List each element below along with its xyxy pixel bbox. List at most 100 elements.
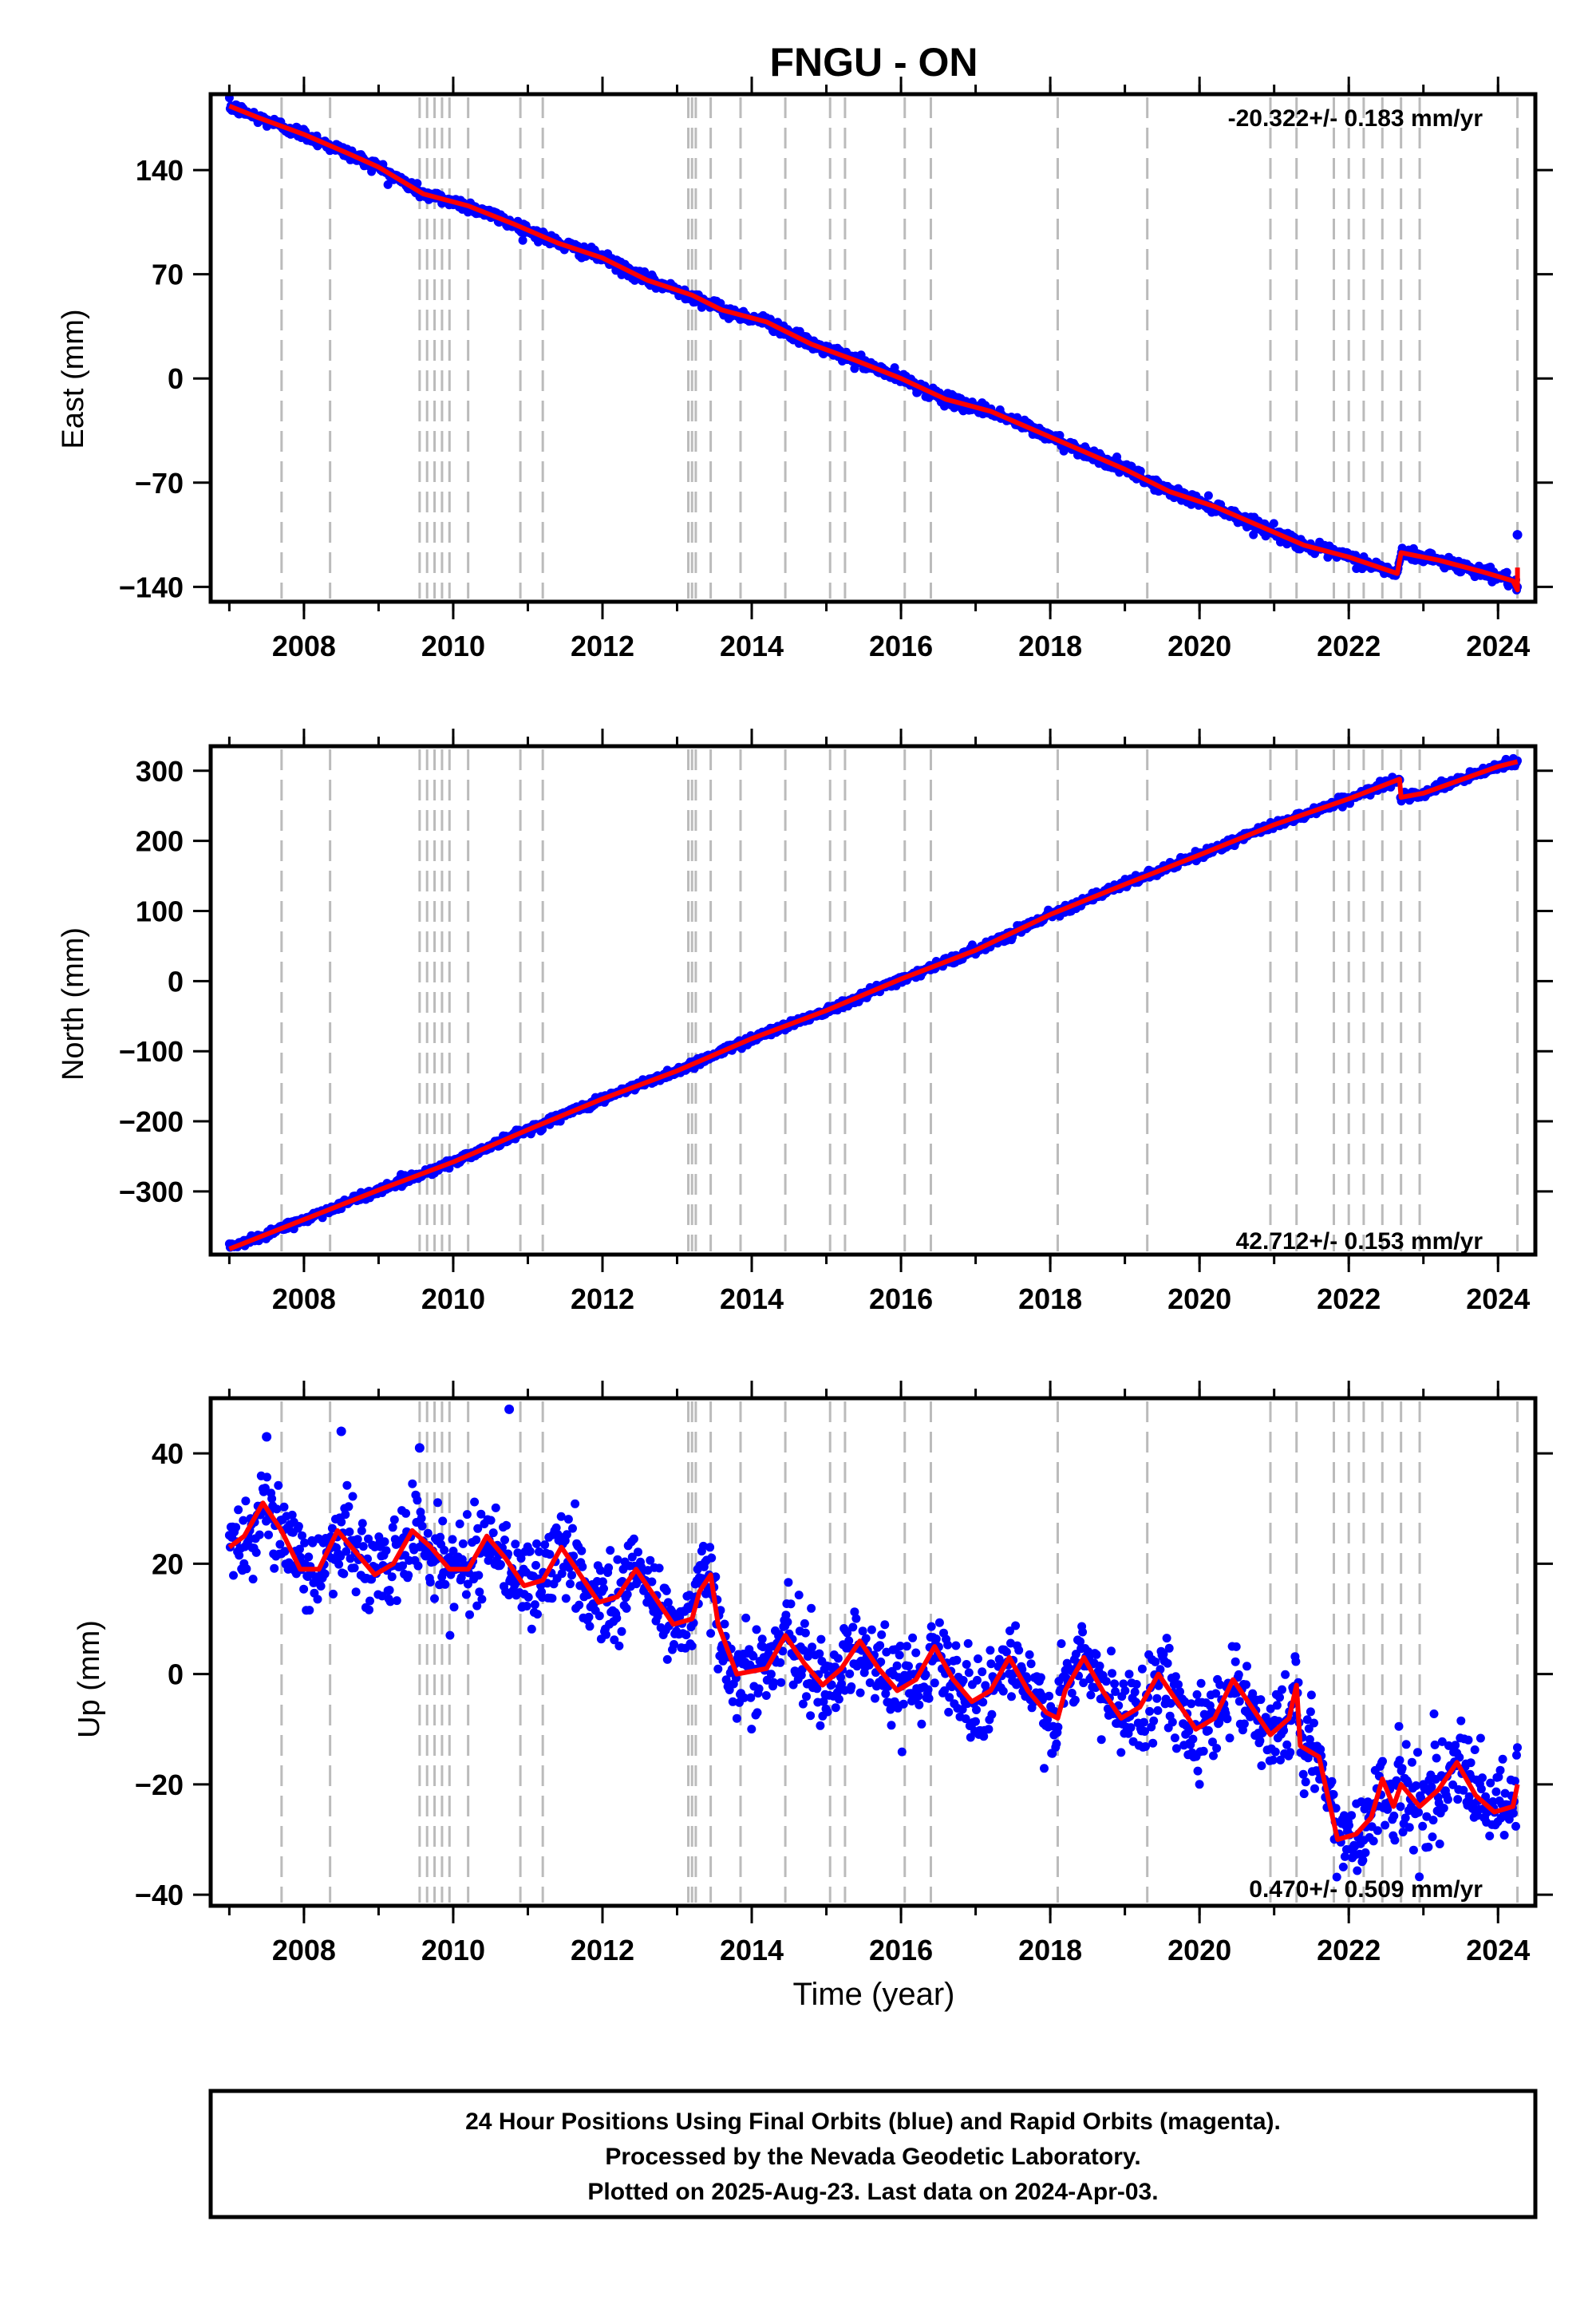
up-point — [334, 1559, 344, 1569]
up-point — [1418, 1821, 1428, 1831]
up-point — [1306, 1690, 1316, 1700]
east-panel: 2008 2010 2012 2014 2016 2018 2020 2022 2024−140… — [119, 77, 1553, 662]
up-point — [465, 1610, 474, 1619]
up-point — [388, 1523, 397, 1532]
up-point — [1439, 1804, 1448, 1813]
up-point — [1132, 1680, 1141, 1689]
up-point — [387, 1572, 397, 1582]
up-point — [1476, 1784, 1486, 1794]
up-point — [1007, 1692, 1016, 1701]
up-point — [1187, 1699, 1196, 1709]
up-point — [930, 1678, 939, 1688]
up-point — [614, 1641, 624, 1650]
up-point — [270, 1563, 279, 1573]
up-point — [358, 1542, 368, 1551]
up-point — [491, 1503, 500, 1512]
up-point — [425, 1578, 435, 1587]
up-point — [350, 1563, 359, 1573]
up-point — [606, 1546, 615, 1555]
up-point — [365, 1605, 373, 1614]
up-point — [1057, 1639, 1066, 1648]
up-point — [241, 1496, 251, 1506]
east-point — [1136, 466, 1145, 476]
up-point — [1116, 1748, 1126, 1757]
up-point — [423, 1528, 433, 1538]
up-point — [986, 1646, 995, 1655]
up-point — [915, 1700, 924, 1709]
up-point — [923, 1685, 933, 1694]
up-point — [1025, 1650, 1034, 1659]
up-point — [1407, 1757, 1416, 1767]
up-point — [1298, 1769, 1308, 1779]
up-point — [1413, 1748, 1422, 1757]
north-xtick-label: 2020 — [1167, 1282, 1231, 1315]
up-point — [472, 1535, 481, 1544]
up-point — [908, 1633, 918, 1642]
up-point — [488, 1528, 498, 1538]
up-point — [530, 1600, 539, 1610]
up-point — [294, 1522, 303, 1531]
up-point — [1347, 1811, 1357, 1820]
up-point — [1389, 1811, 1399, 1820]
up-point — [563, 1515, 573, 1524]
up-point — [1286, 1748, 1295, 1757]
up-point — [341, 1510, 350, 1520]
up-point — [263, 1472, 271, 1482]
up-point — [381, 1546, 391, 1555]
up-point — [1148, 1738, 1158, 1748]
up-point — [847, 1682, 856, 1691]
up-point — [305, 1606, 314, 1615]
up-point — [964, 1668, 974, 1678]
up-point — [1470, 1745, 1479, 1754]
up-point — [401, 1508, 411, 1518]
up-point — [1257, 1761, 1266, 1770]
up-point — [1395, 1756, 1404, 1765]
up-point — [1151, 1657, 1160, 1666]
up-point — [577, 1546, 587, 1555]
up-point — [1110, 1679, 1120, 1689]
up-point — [496, 1559, 505, 1569]
up-point — [566, 1579, 575, 1589]
up-point — [931, 1634, 941, 1644]
up-point — [1040, 1764, 1049, 1773]
east-event-lines — [280, 97, 1519, 599]
east-xtick-label: 2016 — [869, 630, 933, 662]
up-point — [1338, 1862, 1348, 1871]
up-point — [1209, 1751, 1218, 1761]
up-point — [833, 1654, 843, 1663]
up-point — [662, 1654, 672, 1664]
up-point — [943, 1640, 953, 1650]
east-xtick-label: 2012 — [571, 630, 634, 662]
up-point — [617, 1626, 626, 1636]
up-point — [1499, 1831, 1509, 1840]
up-point — [1196, 1678, 1206, 1688]
up-point — [239, 1516, 248, 1525]
up-point — [1153, 1705, 1163, 1715]
north-xtick-label: 2008 — [272, 1282, 336, 1315]
up-point — [404, 1571, 413, 1580]
up-point — [1404, 1823, 1414, 1832]
north-ytick-label: 100 — [136, 895, 184, 927]
up-point — [972, 1705, 981, 1714]
east-point — [1269, 519, 1278, 528]
up-point — [1053, 1722, 1063, 1732]
up-point — [612, 1614, 622, 1623]
up-point — [1188, 1734, 1198, 1744]
up-point — [944, 1707, 954, 1717]
up-point — [1478, 1773, 1487, 1783]
up-point — [1137, 1664, 1147, 1674]
up-point — [1491, 1787, 1501, 1796]
east-point — [1203, 491, 1213, 500]
up-point — [440, 1579, 450, 1589]
up-point — [1397, 1764, 1407, 1773]
up-point — [1485, 1832, 1495, 1840]
east-ylabel: East (mm) — [57, 309, 90, 449]
up-point — [1424, 1842, 1433, 1852]
up-point — [934, 1618, 944, 1627]
up-point — [1476, 1733, 1485, 1743]
north-xtick-label: 2016 — [869, 1282, 933, 1315]
up-point — [1193, 1766, 1203, 1776]
up-point — [1428, 1832, 1437, 1842]
up-point — [1096, 1735, 1106, 1745]
